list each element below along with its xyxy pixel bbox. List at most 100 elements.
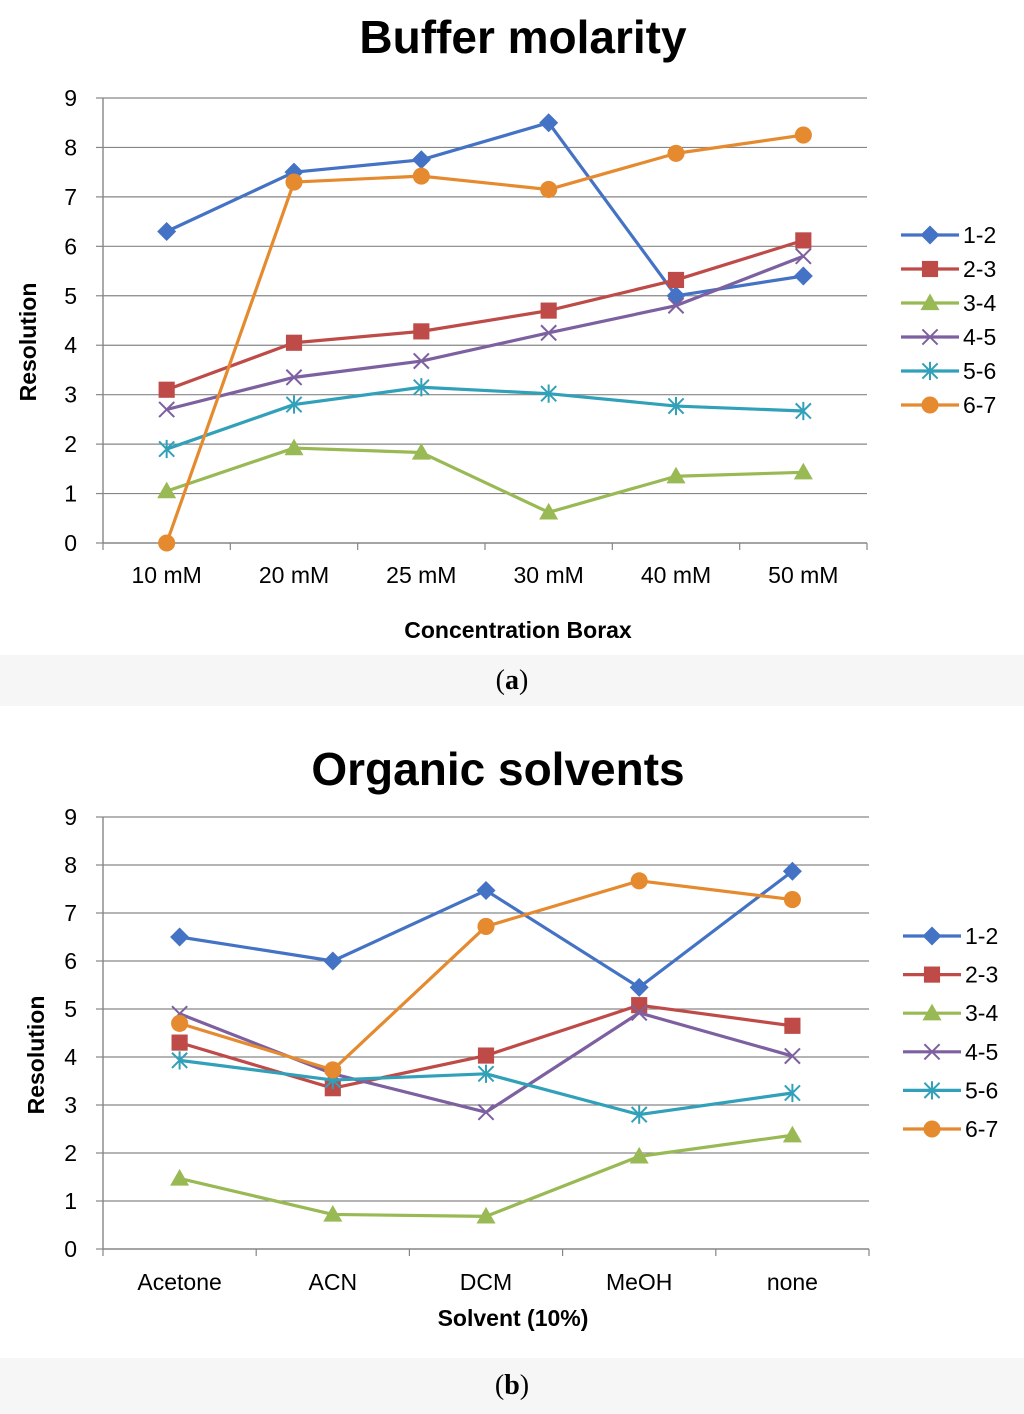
y-tick-label: 2 xyxy=(64,431,77,457)
y-tick-label: 2 xyxy=(64,1140,77,1166)
data-point xyxy=(539,502,559,520)
legend-label: 3-4 xyxy=(963,290,996,316)
data-point xyxy=(476,1206,496,1224)
y-tick-label: 4 xyxy=(64,1044,77,1070)
x-tick-label: 20 mM xyxy=(259,562,329,588)
data-point xyxy=(171,1034,188,1051)
data-point xyxy=(630,1004,648,1022)
data-point xyxy=(476,880,496,900)
legend-marker xyxy=(922,926,942,946)
series-4-5 xyxy=(158,247,812,418)
caption-letter-b: b xyxy=(504,1370,520,1401)
data-point xyxy=(170,927,190,947)
data-point xyxy=(795,401,812,421)
data-point xyxy=(794,126,812,144)
y-axis-title: Resolution xyxy=(15,283,41,402)
data-point xyxy=(539,113,559,133)
data-point xyxy=(666,466,686,484)
legend-label: 4-5 xyxy=(963,324,996,350)
y-tick-label: 0 xyxy=(64,1236,77,1262)
data-point xyxy=(667,271,685,289)
data-point xyxy=(793,266,813,286)
legend-entry-1-2: 1-2 xyxy=(901,222,996,248)
data-point xyxy=(540,384,557,403)
y-tick-label: 8 xyxy=(64,852,77,878)
y-tick-label: 1 xyxy=(64,481,77,507)
data-point xyxy=(782,1125,802,1143)
legend-entry-1-2: 1-2 xyxy=(903,923,998,949)
y-tick-label: 6 xyxy=(64,948,77,974)
x-tick-label: Acetone xyxy=(137,1269,221,1295)
series-6-7 xyxy=(158,126,812,552)
legend-marker xyxy=(923,1043,941,1061)
data-point xyxy=(782,861,802,881)
legend-entry-4-5: 4-5 xyxy=(903,1039,998,1065)
x-tick-label: 30 mM xyxy=(514,562,584,588)
legend-entry-5-6: 5-6 xyxy=(901,358,996,384)
legend-label: 1-2 xyxy=(963,222,996,248)
data-point xyxy=(667,144,685,162)
data-point xyxy=(285,369,303,386)
legend-marker xyxy=(923,1120,941,1138)
legend-label: 1-2 xyxy=(965,923,998,949)
y-tick-label: 4 xyxy=(64,332,77,358)
legend-entry-5-6: 5-6 xyxy=(903,1077,998,1103)
data-point xyxy=(783,891,801,909)
legend-label: 4-5 xyxy=(965,1039,998,1065)
caption-letter-a: a xyxy=(505,664,519,696)
x-tick-label: 40 mM xyxy=(641,562,711,588)
series-line xyxy=(165,121,804,298)
data-point xyxy=(629,1146,649,1164)
series-2-3 xyxy=(158,232,812,398)
figure-caption-b: (b) xyxy=(0,1358,1024,1414)
data-point xyxy=(667,396,685,416)
data-point xyxy=(630,872,648,890)
data-point xyxy=(477,1064,495,1083)
legend-marker xyxy=(923,966,941,983)
x-tick-label: 25 mM xyxy=(386,562,456,588)
series-line xyxy=(166,446,804,514)
data-point xyxy=(158,381,175,398)
series-line xyxy=(179,879,793,1072)
y-tick-label: 8 xyxy=(64,134,77,160)
data-point xyxy=(285,334,303,351)
data-point xyxy=(784,1083,801,1103)
data-point xyxy=(170,1168,190,1186)
data-point xyxy=(795,232,812,249)
y-tick-label: 1 xyxy=(64,1188,77,1214)
data-point xyxy=(284,438,304,456)
x-axis-title: Concentration Borax xyxy=(404,617,632,643)
series-6-7 xyxy=(171,872,801,1079)
data-point xyxy=(412,167,430,185)
legend-marker xyxy=(921,396,939,414)
legend-label: 2-3 xyxy=(963,256,996,282)
y-tick-label: 3 xyxy=(64,382,77,408)
data-point xyxy=(157,222,177,241)
series-line xyxy=(179,1133,793,1218)
legend-marker xyxy=(921,260,939,278)
x-axis-title: Solvent (10%) xyxy=(438,1305,589,1331)
data-point xyxy=(323,1204,343,1222)
data-point xyxy=(631,997,648,1014)
y-tick-label: 7 xyxy=(64,184,77,210)
data-point xyxy=(477,1103,495,1121)
chart-panel-b: Organic solvents Resolution Solvent (10%… xyxy=(0,706,1024,1358)
legend-label: 2-3 xyxy=(965,962,998,988)
y-tick-label: 9 xyxy=(64,85,77,111)
x-tick-label: MeOH xyxy=(606,1269,672,1295)
data-point xyxy=(158,401,175,418)
data-point xyxy=(285,395,303,414)
legend-marker xyxy=(920,225,940,245)
data-point xyxy=(324,1061,342,1079)
data-point xyxy=(158,534,176,552)
chart-title: Organic solvents xyxy=(311,743,684,795)
data-point xyxy=(629,977,649,997)
data-point xyxy=(157,481,177,499)
legend-label: 6-7 xyxy=(963,392,996,418)
legend-label: 6-7 xyxy=(965,1116,998,1142)
legend-entry-6-7: 6-7 xyxy=(903,1116,998,1142)
data-point xyxy=(784,1017,801,1034)
series-5-6 xyxy=(158,378,812,459)
series-line xyxy=(165,133,804,544)
y-axis-title: Resolution xyxy=(23,996,49,1115)
